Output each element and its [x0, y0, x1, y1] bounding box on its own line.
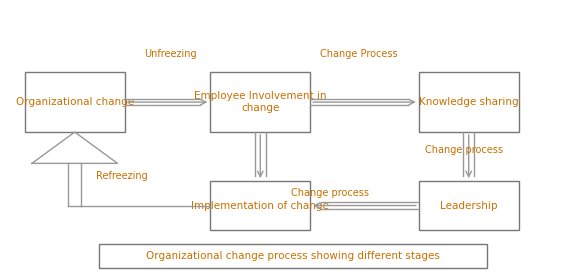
Text: Knowledge sharing: Knowledge sharing	[419, 97, 519, 107]
Text: Organizational change: Organizational change	[16, 97, 134, 107]
Bar	[99, 244, 487, 268]
Text: Change process: Change process	[291, 188, 369, 198]
Bar	[419, 72, 519, 132]
Text: Organizational change process showing different stages: Organizational change process showing di…	[146, 251, 440, 261]
Bar	[211, 181, 310, 230]
Text: Refreezing: Refreezing	[96, 170, 148, 181]
Bar	[211, 72, 310, 132]
Text: Employee Involvement in
change: Employee Involvement in change	[194, 91, 327, 113]
Text: Unfreezing: Unfreezing	[144, 50, 197, 59]
Bar	[419, 181, 519, 230]
Bar	[25, 72, 125, 132]
Text: Implementation of change: Implementation of change	[191, 200, 329, 211]
Text: Change process: Change process	[425, 145, 503, 155]
Text: Leadership: Leadership	[440, 200, 498, 211]
Text: Change Process: Change Process	[320, 50, 398, 59]
